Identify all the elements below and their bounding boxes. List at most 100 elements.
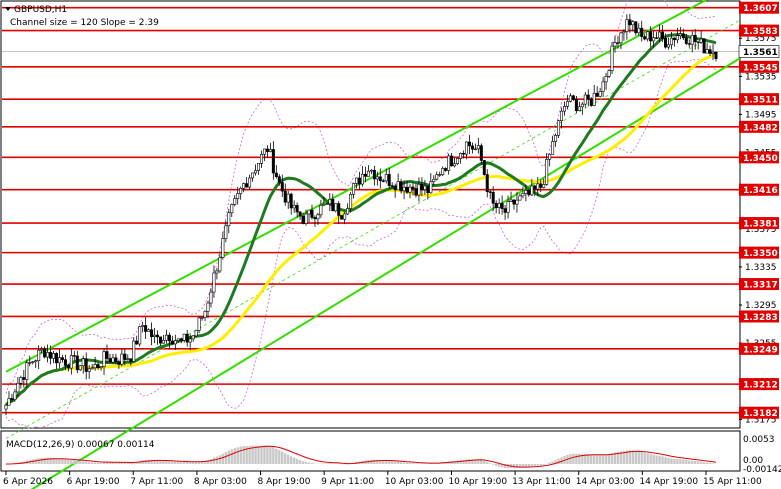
candle-body <box>643 36 647 40</box>
candle-body <box>239 188 243 194</box>
candle-body <box>301 215 305 224</box>
macd-panel-frame <box>0 430 741 472</box>
dropdown-arrow-icon[interactable] <box>5 7 11 11</box>
level-label: 1.3545 <box>743 63 778 73</box>
candle-body <box>316 214 320 220</box>
candle-body <box>646 31 650 40</box>
candle-body <box>711 51 715 54</box>
candle-body <box>435 174 439 180</box>
candle-body <box>562 106 566 112</box>
level-label: 1.3283 <box>743 313 778 323</box>
candle-body <box>117 361 121 365</box>
candle-body <box>595 92 599 97</box>
ma-slow-line <box>4 53 717 407</box>
candle-body <box>634 21 638 34</box>
candle-body <box>438 174 442 176</box>
candle-body <box>432 178 436 182</box>
candle-body <box>254 170 258 174</box>
level-label: 1.3212 <box>743 381 778 391</box>
level-box <box>739 120 779 133</box>
candle-body <box>197 317 201 331</box>
candle-body <box>13 391 17 400</box>
y-tick-label: 1.3335 <box>745 263 777 273</box>
candle-body <box>120 353 124 365</box>
candles <box>4 13 718 416</box>
candle-body <box>408 186 412 193</box>
candle-body <box>705 49 709 54</box>
candle-body <box>182 333 186 341</box>
candle-body <box>176 338 180 341</box>
candle-body <box>518 195 522 201</box>
candle-body <box>378 176 382 182</box>
candle-body <box>678 33 682 37</box>
candle-body <box>141 325 145 327</box>
candle-body <box>604 76 608 83</box>
candle-body <box>485 174 489 192</box>
candle-body <box>598 91 602 97</box>
level-label: 1.3350 <box>743 249 778 259</box>
candle-body <box>568 95 572 102</box>
candle-body <box>675 35 679 41</box>
candle-body <box>277 176 281 183</box>
candle-body <box>515 199 519 205</box>
level-box <box>739 217 779 230</box>
candle-body <box>687 43 691 45</box>
candle-body <box>132 340 136 362</box>
candle-body <box>637 27 641 34</box>
level-label: 1.3450 <box>743 154 778 164</box>
candle-body <box>530 185 534 196</box>
x-tick-label: 10 Apr 03:00 <box>385 477 444 487</box>
candle-body <box>441 168 445 175</box>
candle-body <box>708 49 712 54</box>
candle-body <box>156 334 160 338</box>
candle-body <box>313 217 317 220</box>
candle-body <box>539 183 543 188</box>
candle-body <box>542 184 546 188</box>
candle-body <box>224 225 228 239</box>
y-tick-label: 1.3575 <box>745 34 777 44</box>
x-tick-label: 6 Apr 19:00 <box>67 477 120 487</box>
candle-body <box>37 349 41 362</box>
candle-body <box>390 185 394 187</box>
candle-body <box>545 159 549 185</box>
macd-label: MACD(12,26,9) 0.00067 0.00114 <box>6 440 155 450</box>
candle-body <box>170 340 174 345</box>
candle-body <box>500 202 504 209</box>
y-tick-label: 1.3375 <box>745 225 777 235</box>
x-tick-label: 7 Apr 11:00 <box>130 477 183 487</box>
candle-body <box>218 257 222 272</box>
candle-body <box>257 162 261 171</box>
macd-tick-label: 0.00 <box>743 456 763 466</box>
candle-body <box>75 355 79 371</box>
candle-body <box>586 94 590 100</box>
candle-body <box>661 31 665 39</box>
candle-body <box>84 358 88 372</box>
x-tick-label: 9 Apr 11:00 <box>321 477 374 487</box>
candle-body <box>179 338 183 341</box>
candle-body <box>672 37 676 41</box>
candle-body <box>158 336 162 344</box>
candle-body <box>4 404 8 410</box>
candle-body <box>200 317 204 319</box>
candle-body <box>577 106 581 112</box>
candle-body <box>702 38 706 54</box>
candle-body <box>494 203 498 208</box>
x-tick-label: 15 Apr 11:00 <box>703 477 762 487</box>
candle-body <box>34 360 38 363</box>
candle-body <box>426 185 430 194</box>
candle-body <box>251 172 255 179</box>
candle-body <box>396 181 400 191</box>
candle-body <box>619 32 623 44</box>
candle-body <box>289 193 293 209</box>
candle-body <box>25 362 29 380</box>
candle-body <box>22 377 26 380</box>
candle-body <box>681 33 685 39</box>
candle-body <box>628 19 632 26</box>
level-label: 1.3182 <box>743 409 778 419</box>
candle-body <box>153 334 157 337</box>
current-price-label: 1.3561 <box>743 48 778 58</box>
candle-body <box>453 163 457 167</box>
candle-body <box>63 359 67 366</box>
